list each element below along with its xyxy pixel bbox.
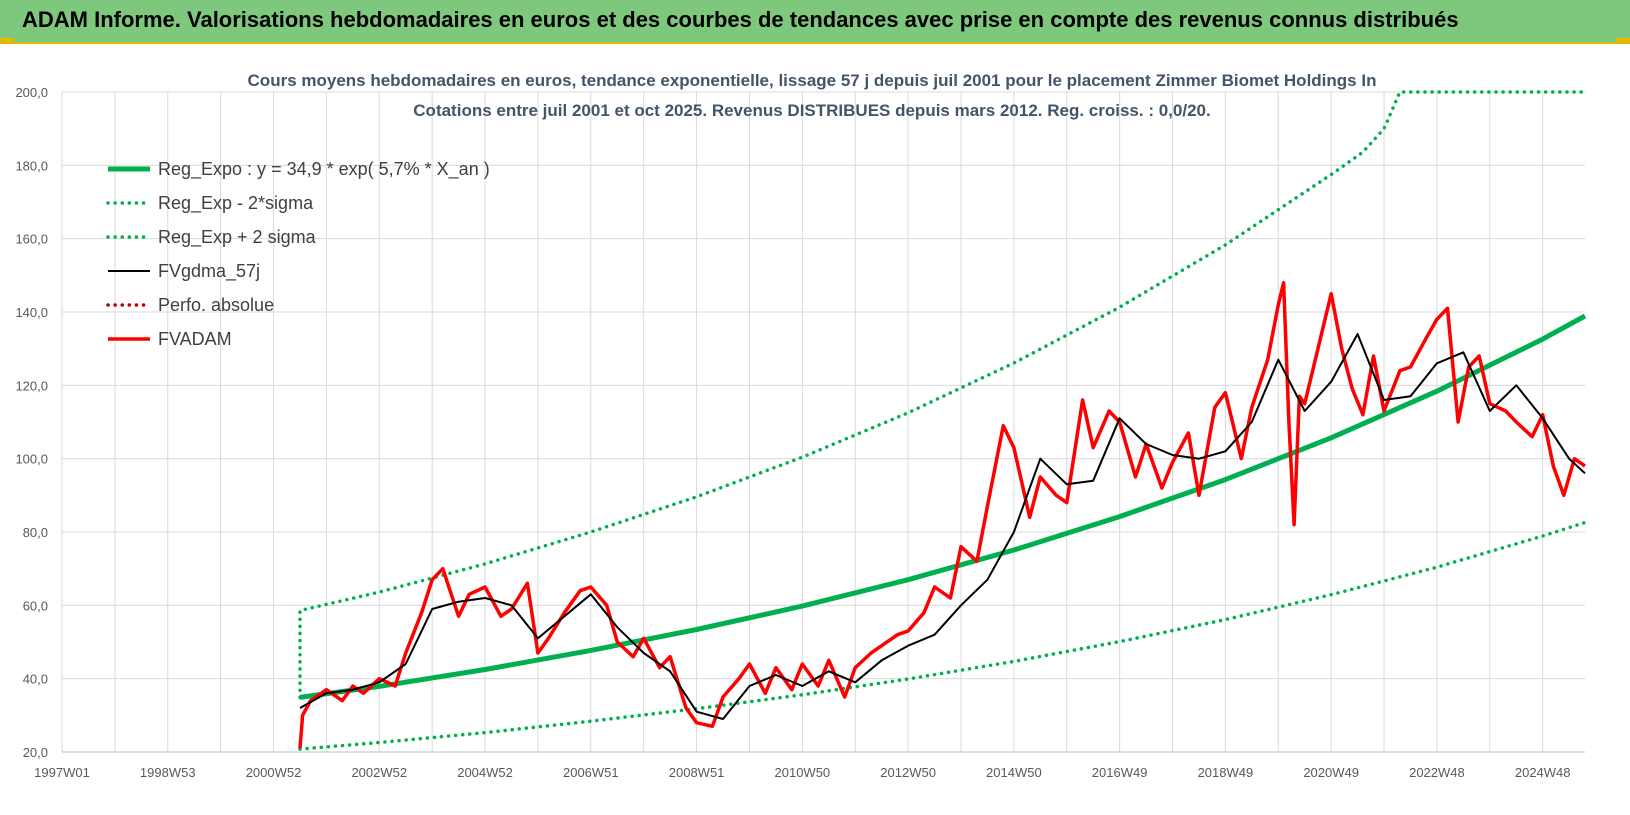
legend-item-label: Reg_Expo : y = 34,9 * exp( 5,7% * X_an ) — [158, 159, 490, 180]
y-tick-label: 140,0 — [15, 305, 48, 320]
y-tick-label: 20,0 — [23, 745, 48, 760]
y-axis: 200,0 180,0 160,0 140,0 120,0 100,0 80,0 60,0 40… — [15, 85, 48, 760]
legend: Reg_Expo : y = 34,9 * exp( 5,7% * X_an )… — [106, 159, 490, 349]
series-line-reg_exp — [298, 520, 1587, 751]
legend-item-label: Reg_Exp + 2 sigma — [158, 227, 317, 248]
x-tick-label: 2008W51 — [669, 765, 725, 780]
corner-marker — [1616, 38, 1630, 43]
series-line-fvgdma_57j — [299, 333, 1586, 720]
y-tick-label: 160,0 — [15, 232, 48, 247]
x-tick-label: 2022W48 — [1409, 765, 1465, 780]
x-tick-label: 1997W01 — [34, 765, 90, 780]
legend-item-label: FVgdma_57j — [158, 261, 260, 282]
y-tick-label: 60,0 — [23, 598, 48, 613]
x-tick-label: 2002W52 — [351, 765, 407, 780]
y-tick-label: 200,0 — [15, 85, 48, 100]
y-tick-label: 120,0 — [15, 378, 48, 393]
report-banner: ADAM Informe. Valorisations hebdomadaire… — [0, 0, 1630, 44]
y-tick-label: 80,0 — [23, 525, 48, 540]
x-tick-label: 2014W50 — [986, 765, 1042, 780]
x-tick-label: 2016W49 — [1092, 765, 1148, 780]
x-tick-label: 2006W51 — [563, 765, 619, 780]
y-tick-label: 180,0 — [15, 158, 48, 173]
y-tick-label: 100,0 — [15, 452, 48, 467]
legend-item-label: FVADAM — [158, 329, 232, 349]
x-tick-label: 2012W50 — [880, 765, 936, 780]
chart-title-line: Cours moyens hebdomadaires en euros, ten… — [248, 71, 1377, 90]
y-tick-label: 40,0 — [23, 672, 48, 687]
x-tick-label: 2010W50 — [775, 765, 831, 780]
corner-marker — [0, 38, 14, 43]
x-tick-label: 2020W49 — [1303, 765, 1359, 780]
series-group — [298, 90, 1587, 751]
x-tick-label: 1998W53 — [140, 765, 196, 780]
report-banner-title: ADAM Informe. Valorisations hebdomadaire… — [22, 7, 1459, 32]
legend-item-label: Perfo. absolue — [158, 295, 274, 315]
x-tick-label: 2000W52 — [246, 765, 302, 780]
series-line-reg_expo — [299, 313, 1587, 700]
legend-item-label: Reg_Exp - 2*sigma — [158, 193, 314, 214]
x-tick-label: 2018W49 — [1198, 765, 1254, 780]
chart-title: Cours moyens hebdomadaires en euros, ten… — [248, 71, 1377, 120]
x-tick-label: 2024W48 — [1515, 765, 1571, 780]
grid-lines — [61, 91, 1585, 753]
chart-title-line: Cotations entre juil 2001 et oct 2025. R… — [413, 101, 1210, 120]
x-axis: 1997W01 1998W53 2000W52 2002W52 2004W52 2006W… — [34, 765, 1570, 780]
x-tick-label: 2004W52 — [457, 765, 513, 780]
